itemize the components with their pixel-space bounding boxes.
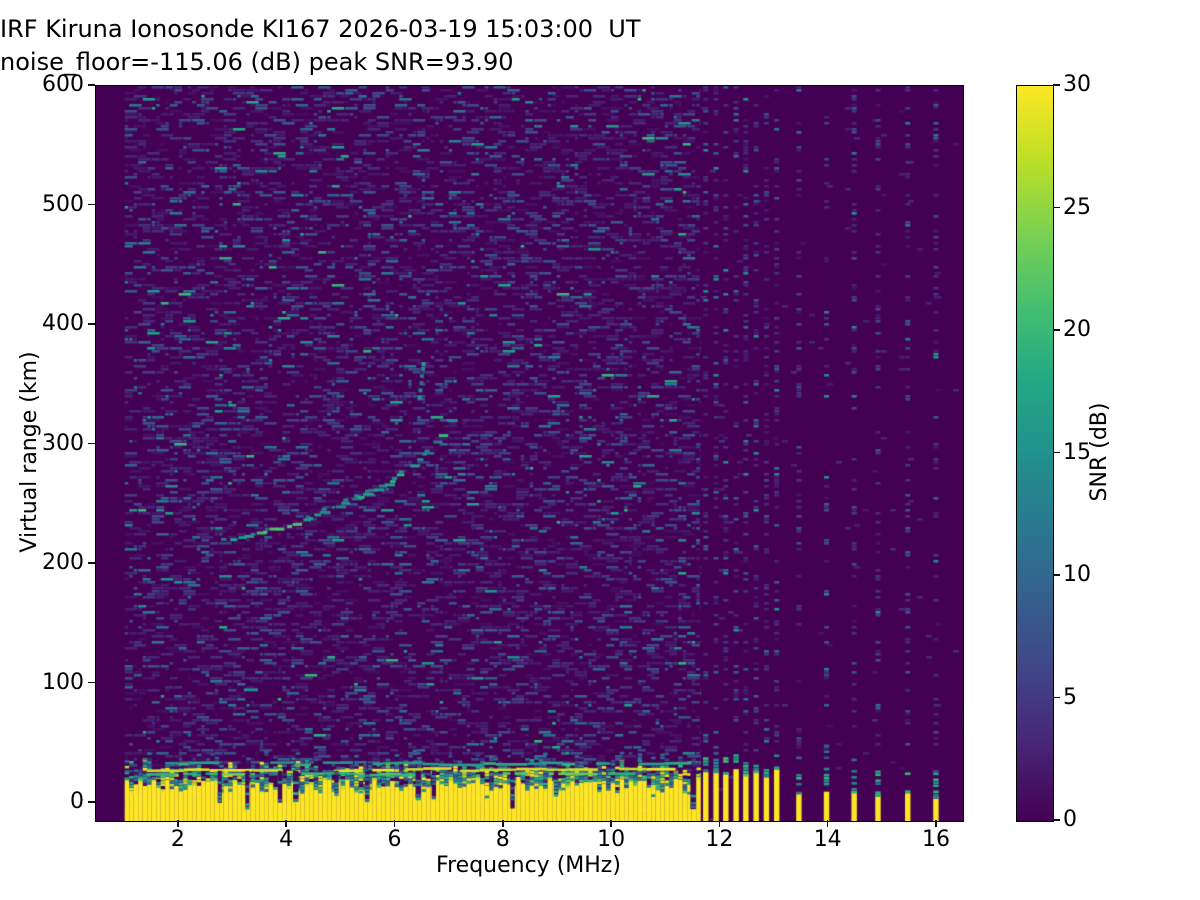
- colorbar-tick-mark: [1053, 206, 1060, 209]
- x-tick-mark: [285, 820, 287, 827]
- y-axis-label: Virtual range (km): [17, 351, 42, 553]
- x-tick-label: 12: [705, 827, 734, 852]
- x-tick-mark: [935, 820, 937, 827]
- x-tick-mark: [393, 820, 396, 827]
- y-tick-mark: [88, 801, 95, 803]
- y-tick-mark: [88, 84, 95, 86]
- y-tick-label: 100: [42, 669, 84, 695]
- x-tick-label: 16: [922, 827, 950, 852]
- x-tick-label: 4: [279, 827, 294, 852]
- y-tick-label: 500: [42, 191, 84, 217]
- colorbar-tick-mark: [1053, 696, 1060, 699]
- colorbar-tick-label: 30: [1063, 72, 1091, 97]
- y-tick-mark: [88, 203, 95, 206]
- colorbar-tick-label: 5: [1063, 684, 1077, 710]
- colorbar-tick-label: 10: [1063, 562, 1091, 587]
- colorbar: [1016, 85, 1054, 822]
- ionogram-heatmap-canvas: [96, 86, 963, 821]
- y-tick-label: 400: [42, 311, 84, 337]
- y-tick-label: 200: [42, 550, 84, 576]
- colorbar-label: SNR (dB): [1087, 402, 1112, 502]
- colorbar-tick-mark: [1053, 329, 1060, 331]
- colorbar-tick-label: 20: [1063, 317, 1091, 342]
- x-tick-label: 8: [495, 827, 510, 852]
- x-tick-label: 6: [387, 827, 402, 852]
- y-tick-mark: [88, 681, 95, 684]
- page-subtitle: noise_floor=-115.06 (dB) peak SNR=93.90: [0, 48, 514, 76]
- x-tick-label: 2: [170, 827, 185, 852]
- x-axis-label: Frequency (MHz): [436, 853, 621, 878]
- colorbar-tick-label: 25: [1063, 194, 1091, 220]
- y-tick-mark: [88, 323, 95, 325]
- x-tick-label: 10: [597, 827, 626, 852]
- y-tick-label: 300: [42, 430, 84, 456]
- x-tick-mark: [718, 820, 721, 827]
- x-tick-mark: [826, 820, 829, 827]
- page-title: IRF Kiruna Ionosonde KI167 2026-03-19 15…: [0, 15, 641, 43]
- x-tick-label: 14: [813, 827, 842, 852]
- y-tick-mark: [88, 562, 95, 564]
- x-tick-mark: [501, 820, 504, 827]
- x-tick-mark: [610, 820, 612, 827]
- colorbar-tick-mark: [1053, 574, 1060, 576]
- y-tick-label: 600: [42, 72, 84, 97]
- colorbar-tick-label: 15: [1063, 439, 1091, 465]
- colorbar-tick-mark: [1053, 84, 1060, 86]
- colorbar-tick-mark: [1053, 451, 1060, 454]
- x-tick-mark: [177, 820, 179, 827]
- colorbar-tick-label: 0: [1063, 807, 1077, 832]
- heatmap-plot-area: [95, 85, 964, 822]
- colorbar-tick-mark: [1053, 819, 1060, 821]
- y-tick-mark: [88, 442, 95, 445]
- y-tick-label: 0: [70, 789, 84, 815]
